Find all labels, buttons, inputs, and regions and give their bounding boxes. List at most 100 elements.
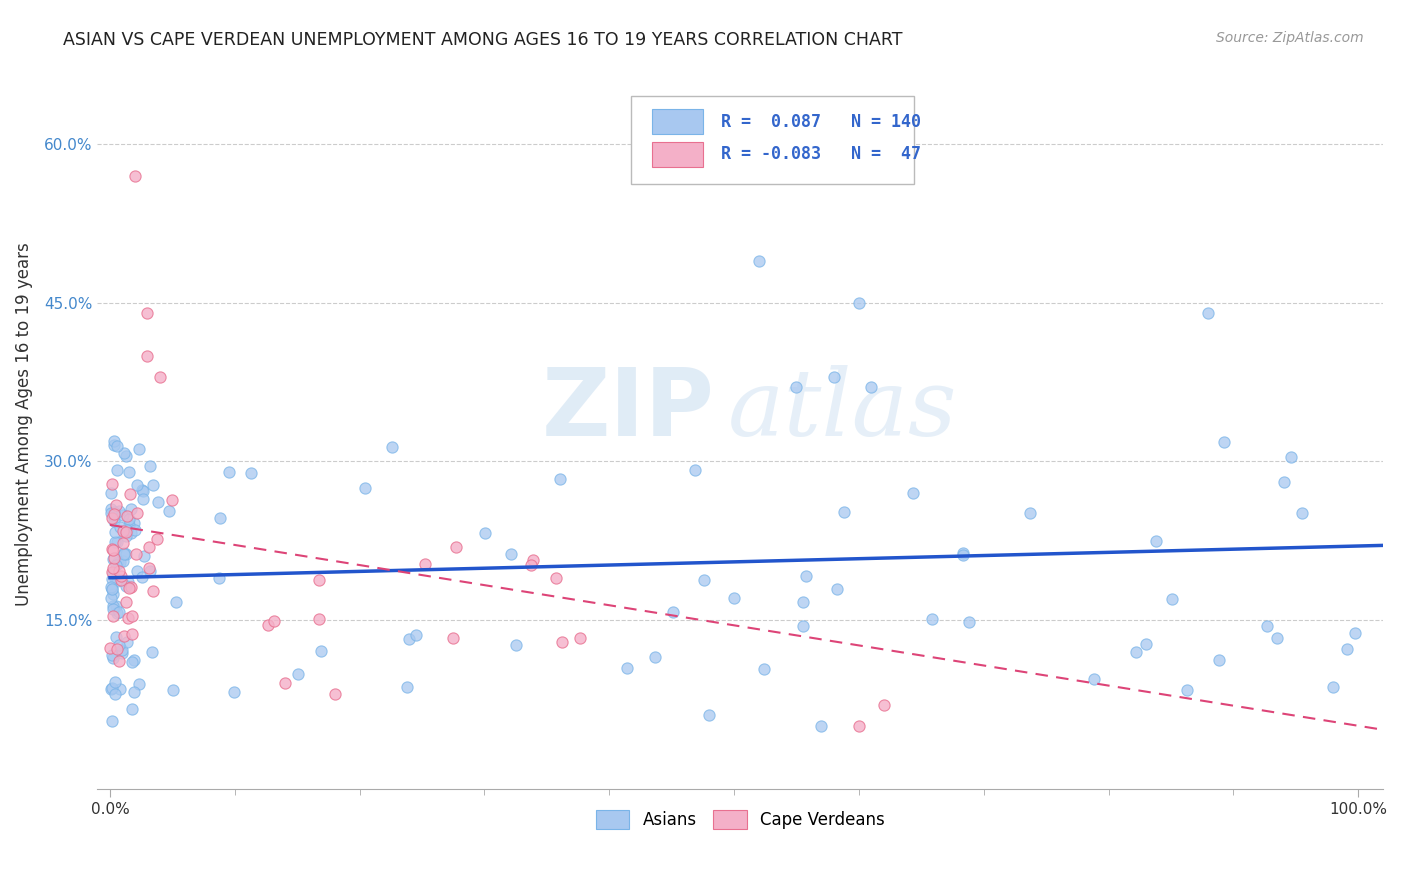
Point <box>444 540 467 554</box>
Point <box>550 635 572 649</box>
Point <box>108 682 131 697</box>
Point <box>222 685 245 699</box>
Point <box>114 579 136 593</box>
Point <box>1161 591 1184 606</box>
Point <box>104 675 127 690</box>
Text: ASIAN VS CAPE VERDEAN UNEMPLOYMENT AMONG AGES 16 TO 19 YEARS CORRELATION CHART: ASIAN VS CAPE VERDEAN UNEMPLOYMENT AMONG… <box>63 31 903 49</box>
Point <box>616 661 638 675</box>
Point <box>108 564 131 578</box>
Point <box>105 440 128 454</box>
Point <box>100 506 122 520</box>
Point <box>1291 506 1313 520</box>
Point <box>104 599 127 613</box>
Point <box>162 683 184 698</box>
Point <box>118 581 141 595</box>
Point <box>107 638 129 652</box>
Point <box>103 609 125 624</box>
Point <box>121 627 143 641</box>
Point <box>308 573 330 587</box>
Point <box>108 503 131 517</box>
Point <box>405 627 427 641</box>
Point <box>101 541 124 556</box>
Point <box>103 507 125 521</box>
Point <box>921 612 943 626</box>
Point <box>792 619 814 633</box>
Text: R =  0.087   N = 140: R = 0.087 N = 140 <box>721 112 921 130</box>
Point <box>132 491 155 506</box>
Point <box>100 486 122 500</box>
Point <box>1144 533 1167 548</box>
Point <box>136 306 159 320</box>
Point <box>100 582 122 597</box>
Point <box>110 569 132 583</box>
Point <box>120 525 142 540</box>
Point <box>131 483 153 498</box>
Point <box>239 466 262 480</box>
Point <box>112 446 135 460</box>
Point <box>848 719 870 733</box>
Point <box>138 540 160 554</box>
Point <box>792 594 814 608</box>
Point <box>125 547 148 561</box>
Point <box>110 573 132 587</box>
Point <box>692 573 714 587</box>
Point <box>121 702 143 716</box>
Point <box>114 595 136 609</box>
Legend: Asians, Cape Verdeans: Asians, Cape Verdeans <box>589 803 891 836</box>
Point <box>142 583 165 598</box>
Point <box>1272 475 1295 490</box>
Point <box>142 478 165 492</box>
Point <box>105 606 128 620</box>
Point <box>105 630 128 644</box>
Point <box>1212 434 1234 449</box>
Point <box>111 643 134 657</box>
Point <box>1019 506 1042 520</box>
Point <box>1197 306 1219 320</box>
Point <box>823 369 845 384</box>
Point <box>125 478 148 492</box>
Point <box>544 571 567 585</box>
Point <box>569 631 592 645</box>
Point <box>127 507 149 521</box>
Point <box>104 572 127 586</box>
Point <box>165 595 187 609</box>
Point <box>441 632 464 646</box>
Point <box>396 680 419 694</box>
Point <box>124 169 146 183</box>
Point <box>1256 618 1278 632</box>
Point <box>1344 626 1367 640</box>
Point <box>141 644 163 658</box>
Point <box>146 495 169 509</box>
Point <box>103 508 125 523</box>
Point <box>105 558 128 573</box>
Point <box>122 685 145 699</box>
Point <box>825 582 848 597</box>
Point <box>107 555 129 569</box>
Point <box>100 591 122 605</box>
FancyBboxPatch shape <box>631 96 914 184</box>
Point <box>398 632 420 646</box>
Point <box>118 512 141 526</box>
Point <box>263 614 285 628</box>
Point <box>100 640 122 655</box>
Point <box>901 486 924 500</box>
Point <box>785 380 807 394</box>
Point <box>131 570 153 584</box>
Point <box>103 551 125 566</box>
Point <box>117 575 139 590</box>
Point <box>873 698 896 712</box>
Point <box>1208 653 1230 667</box>
Point <box>115 635 138 649</box>
Point <box>115 524 138 539</box>
Point <box>697 708 720 723</box>
Point <box>122 653 145 667</box>
Point <box>112 508 135 523</box>
Point <box>257 618 280 632</box>
Point <box>101 566 124 580</box>
Point <box>100 682 122 697</box>
Point <box>117 610 139 624</box>
Point <box>128 677 150 691</box>
Point <box>1083 672 1105 686</box>
Point <box>115 523 138 537</box>
Point <box>121 609 143 624</box>
